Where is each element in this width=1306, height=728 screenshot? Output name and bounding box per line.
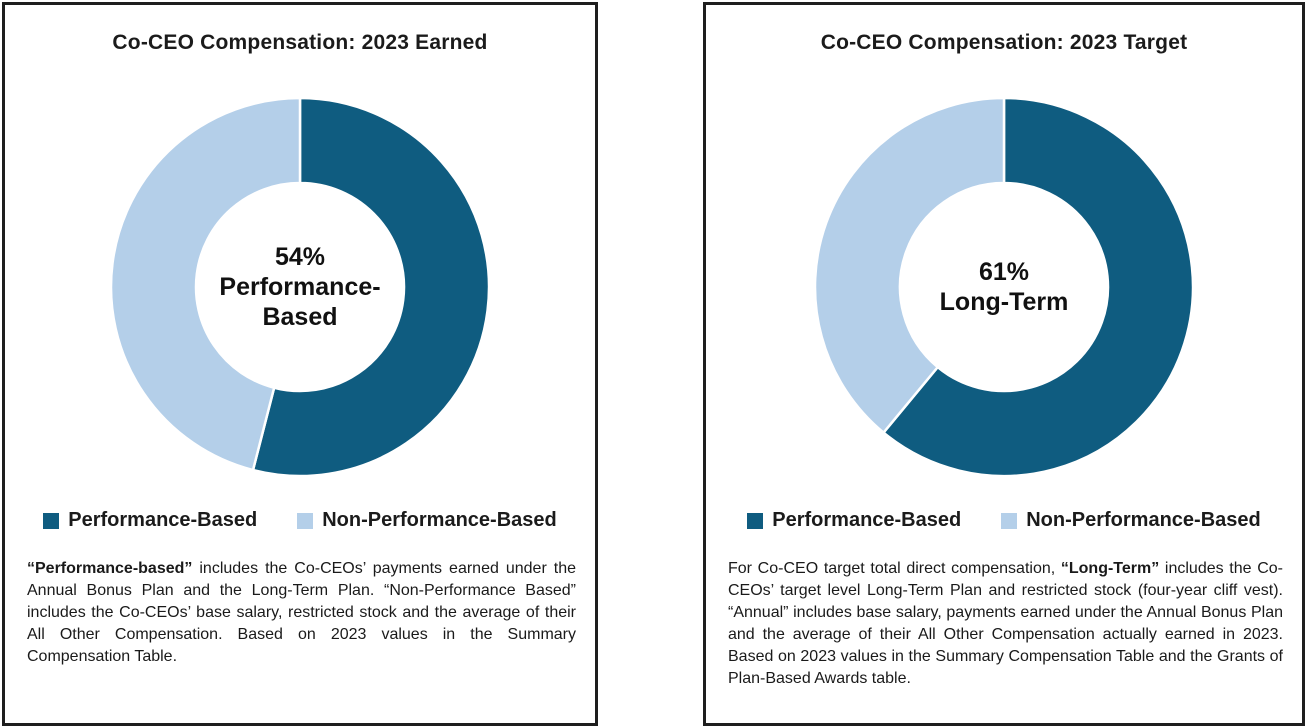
legend-swatch-performance-based <box>43 512 60 529</box>
donut-chart-target: 61% Long-Term <box>808 91 1200 483</box>
legend-label: Non-Performance-Based <box>1026 509 1261 531</box>
legend-item-performance-based: Performance-Based <box>43 509 257 532</box>
legend-item-non-performance-based: Non-Performance-Based <box>297 509 557 532</box>
legend-swatch-performance-based <box>747 512 764 529</box>
panel-target: Co-CEO Compensation: 2023 Target 61% Long… <box>703 2 1305 726</box>
footnote: For Co-CEO target total direct compensat… <box>728 560 1283 687</box>
donut-svg-earned <box>109 96 491 478</box>
legend-target: Performance-Based Non-Performance-Based <box>706 509 1302 532</box>
footnote: “Performance-based” includes the Co-CEOs… <box>27 560 576 665</box>
donut-chart-earned: 54% Performance- Based <box>104 91 496 483</box>
donut-slice-performance-based <box>251 96 491 478</box>
legend-item-non-performance-based: Non-Performance-Based <box>1001 509 1261 532</box>
legend-earned: Performance-Based Non-Performance-Based <box>5 509 595 532</box>
legend-label: Non-Performance-Based <box>322 509 557 531</box>
legend-swatch-non-performance-based <box>297 512 314 529</box>
legend-label: Performance-Based <box>772 509 962 531</box>
legend-swatch-non-performance-based <box>1001 512 1018 529</box>
donut-svg-target <box>813 96 1195 478</box>
chart-title-target: Co-CEO Compensation: 2023 Target <box>820 31 1188 54</box>
donut-slice-non-performance-based <box>109 96 302 472</box>
legend-item-performance-based: Performance-Based <box>747 509 961 532</box>
donut-slice-non-performance-based <box>813 96 1006 435</box>
panel-earned: Co-CEO Compensation: 2023 Earned 54% Perf… <box>2 2 598 726</box>
legend-label: Performance-Based <box>68 509 258 531</box>
chart-title-earned: Co-CEO Compensation: 2023 Earned <box>112 31 488 54</box>
donut-slice-performance-based <box>881 96 1195 478</box>
